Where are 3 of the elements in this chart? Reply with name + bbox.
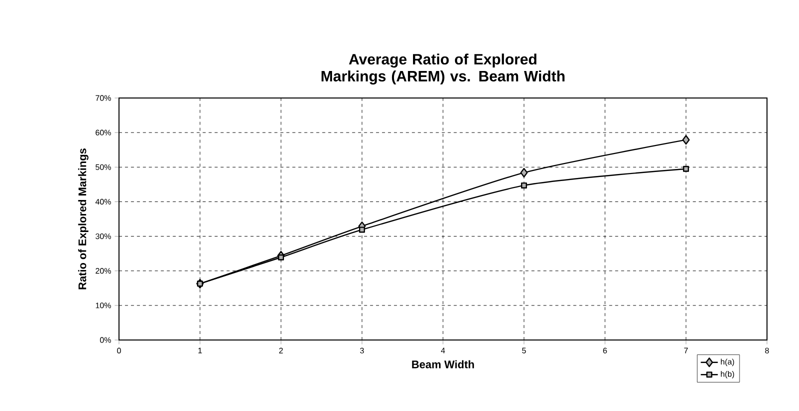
y-axis-title: Ratio of Explored Markings <box>78 148 88 290</box>
chart-title: Average Ratio of Explored Markings (AREM) vs. Beam Width <box>322 54 564 85</box>
x-axis-title: Beam Width <box>412 360 474 368</box>
